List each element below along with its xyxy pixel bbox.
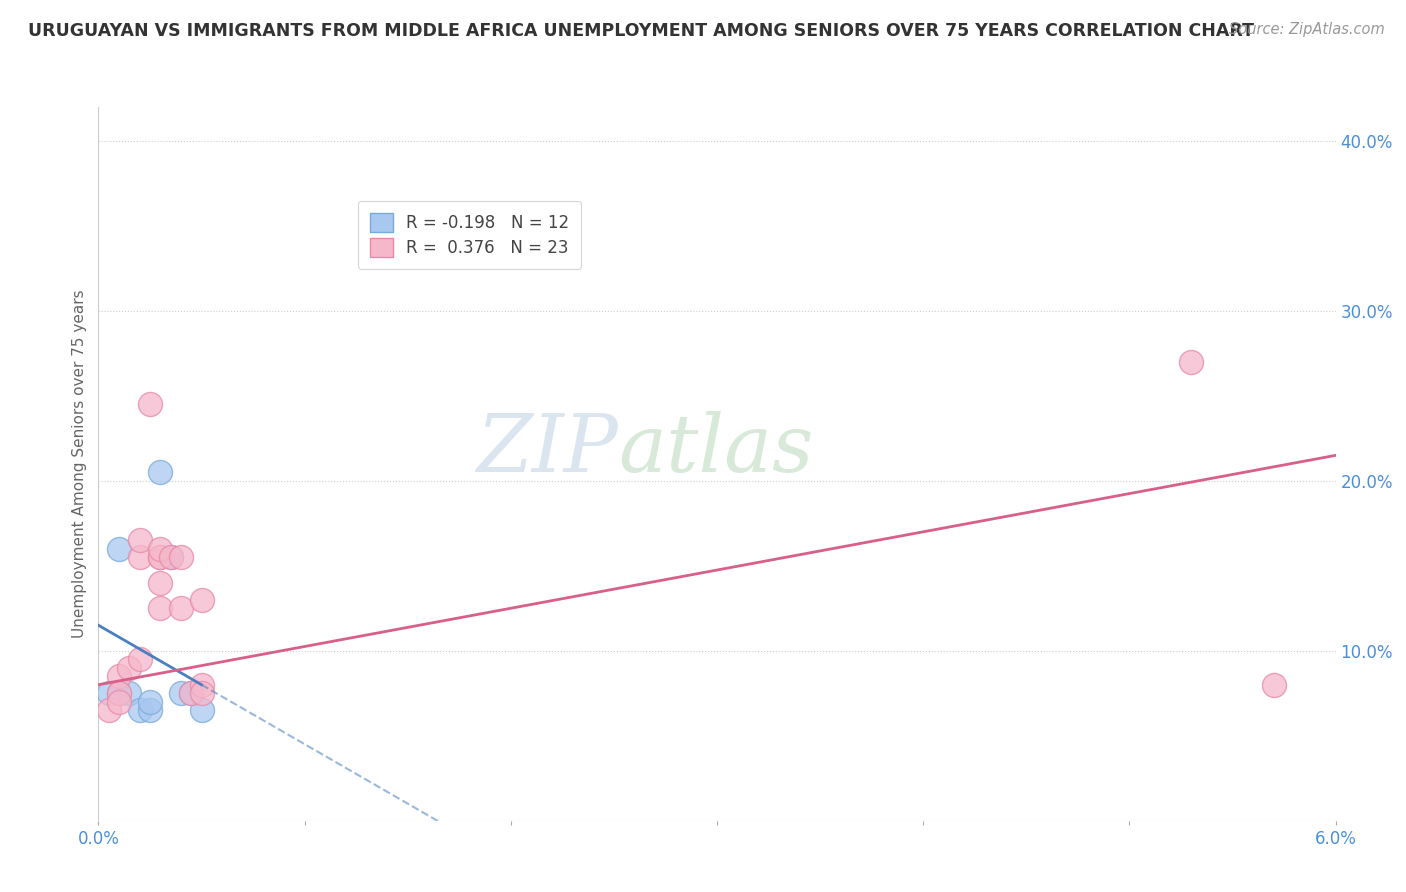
Text: URUGUAYAN VS IMMIGRANTS FROM MIDDLE AFRICA UNEMPLOYMENT AMONG SENIORS OVER 75 YE: URUGUAYAN VS IMMIGRANTS FROM MIDDLE AFRI… xyxy=(28,22,1254,40)
Point xyxy=(170,686,193,700)
Legend: Uruguayans, Immigrants from Middle Africa: Uruguayans, Immigrants from Middle Afric… xyxy=(484,886,950,892)
Point xyxy=(180,686,202,700)
Point xyxy=(97,703,120,717)
Point xyxy=(128,550,150,565)
Point xyxy=(108,695,131,709)
Text: atlas: atlas xyxy=(619,411,814,488)
Point xyxy=(149,466,172,480)
Y-axis label: Unemployment Among Seniors over 75 years: Unemployment Among Seniors over 75 years xyxy=(72,290,87,638)
Point xyxy=(190,703,212,717)
Point xyxy=(118,686,141,700)
Point xyxy=(159,550,181,565)
Point xyxy=(108,541,131,556)
Point xyxy=(139,703,162,717)
Point xyxy=(149,541,172,556)
Point xyxy=(97,686,120,700)
Point xyxy=(128,703,150,717)
Point xyxy=(159,550,181,565)
Point xyxy=(149,601,172,615)
Point xyxy=(139,695,162,709)
Point xyxy=(128,652,150,666)
Point xyxy=(108,686,131,700)
Point xyxy=(139,397,162,411)
Point xyxy=(149,575,172,590)
Point xyxy=(170,601,193,615)
Point xyxy=(108,669,131,683)
Text: Source: ZipAtlas.com: Source: ZipAtlas.com xyxy=(1229,22,1385,37)
Point xyxy=(1180,355,1202,369)
Point xyxy=(118,661,141,675)
Point xyxy=(128,533,150,548)
Point xyxy=(1263,678,1285,692)
Point xyxy=(190,678,212,692)
Point xyxy=(190,686,212,700)
Text: ZIP: ZIP xyxy=(477,411,619,488)
Point xyxy=(149,550,172,565)
Point xyxy=(190,592,212,607)
Point xyxy=(149,550,172,565)
Point xyxy=(180,686,202,700)
Point xyxy=(170,550,193,565)
Point xyxy=(108,686,131,700)
